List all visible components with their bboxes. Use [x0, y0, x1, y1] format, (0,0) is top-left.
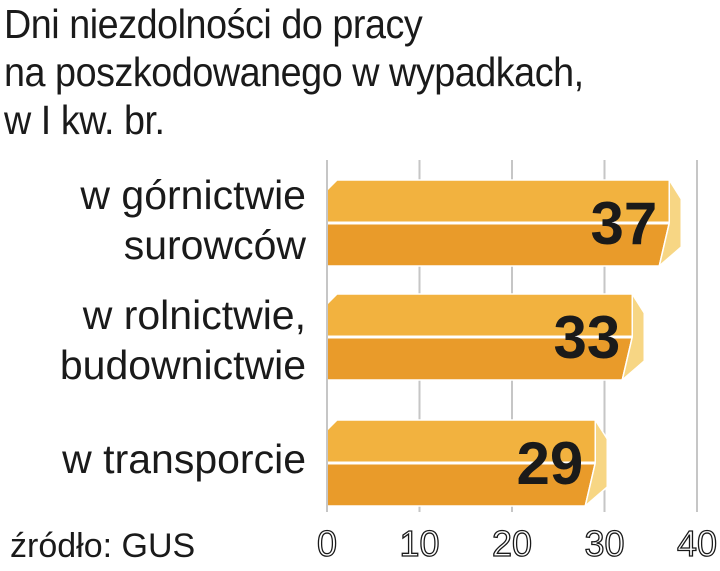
tick-label: 30 [584, 523, 624, 564]
category-label-agriculture: w rolnictwie, budownictwie [60, 290, 306, 390]
tick-label: 40 [677, 523, 717, 564]
value-label: 33 [554, 304, 621, 371]
bar [326, 417, 608, 509]
value-label: 37 [591, 190, 658, 257]
value-label: 29 [517, 430, 584, 497]
bar-end-cap [657, 177, 682, 269]
category-label-mining: w górnictwie surowców [80, 170, 306, 270]
category-label-line: w rolnictwie, [82, 292, 306, 338]
title-line: Dni niezdolności do pracy [4, 1, 423, 47]
title-line: w I kw. br. [4, 97, 165, 143]
tick-label: 20 [492, 523, 532, 564]
bar-end-cap [583, 417, 608, 509]
chart-title: Dni niezdolności do pracy na poszkodowan… [4, 0, 584, 144]
bar [326, 177, 682, 269]
title-line: na poszkodowanego w wypadkach, [4, 49, 584, 95]
category-label-line: w górnictwie [80, 172, 306, 218]
source-note: źródło: GUS [10, 527, 196, 565]
category-label-line: surowców [123, 222, 306, 268]
category-label-line: w transporcie [62, 436, 306, 482]
bar-end-cap [620, 291, 645, 383]
bar [326, 291, 645, 383]
tick-label: 10 [399, 523, 439, 564]
tick-label: 0 [317, 523, 337, 564]
category-label-transport: w transporcie [62, 434, 306, 484]
category-label-line: budownictwie [59, 342, 306, 388]
